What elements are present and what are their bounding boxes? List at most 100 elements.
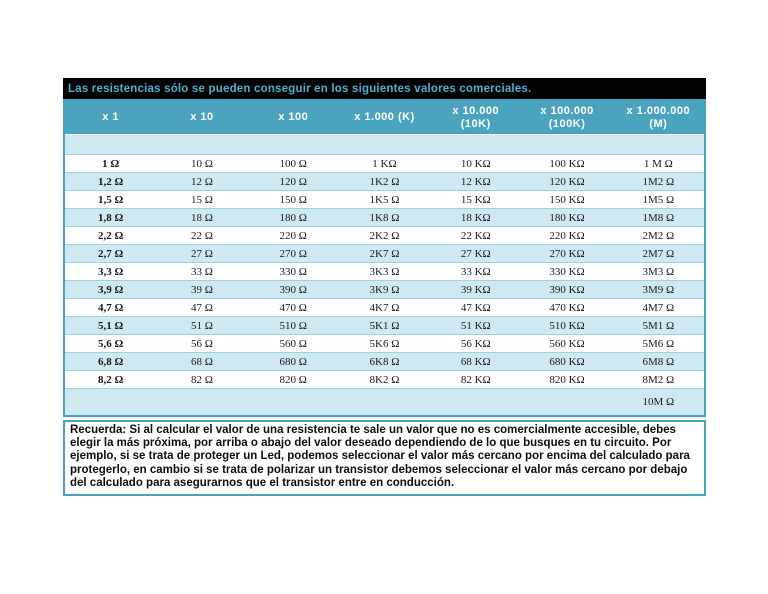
table-cell: 510 Ω: [247, 316, 339, 335]
table-row: 3,9 Ω 39 Ω 390 Ω 3K9 Ω 39 KΩ 390 KΩ 3M9 Ω: [65, 280, 704, 299]
table-cell: 120 KΩ: [521, 172, 613, 191]
table-cell: [521, 134, 613, 155]
table-cell: 6M8 Ω: [612, 352, 704, 371]
overflow-row: 10M Ω: [65, 388, 704, 415]
table-cell: 390 Ω: [247, 280, 339, 299]
table-cell: 270 Ω: [247, 244, 339, 263]
table-cell: 8M2 Ω: [612, 370, 704, 389]
table-cell: 510 KΩ: [521, 316, 613, 335]
table-cell: 150 KΩ: [521, 190, 613, 209]
table-cell: 560 KΩ: [521, 334, 613, 353]
table-cell: 39 KΩ: [430, 280, 522, 299]
table-cell: [430, 134, 522, 155]
resistor-values-table: x 1 x 10 x 100 x 1.000 (K) x 10.000 (10K…: [65, 101, 704, 415]
table-row: 5,1 Ω 51 Ω 510 Ω 5K1 Ω 51 KΩ 510 KΩ 5M1 Ω: [65, 316, 704, 335]
table-header: x 1 x 10 x 100 x 1.000 (K) x 10.000 (10K…: [65, 101, 704, 135]
table-cell: 4M7 Ω: [612, 298, 704, 317]
table-cell: 56 KΩ: [430, 334, 522, 353]
table-row: 6,8 Ω 68 Ω 680 Ω 6K8 Ω 68 KΩ 680 KΩ 6M8 Ω: [65, 352, 704, 371]
table-cell: [430, 388, 522, 415]
table-cell: 39 Ω: [156, 280, 248, 299]
column-header-x1000: x 1.000 (K): [338, 101, 431, 135]
table-cell: 4,7 Ω: [65, 298, 157, 317]
table-row: 2,2 Ω 22 Ω 220 Ω 2K2 Ω 22 KΩ 220 KΩ 2M2 Ω: [65, 226, 704, 245]
column-header-x10: x 10: [156, 101, 248, 135]
table-row: 1,5 Ω 15 Ω 150 Ω 1K5 Ω 15 KΩ 150 KΩ 1M5 Ω: [65, 190, 704, 209]
table-cell: [156, 388, 248, 415]
table-title-bar: Las resistencias sólo se pueden consegui…: [63, 78, 706, 99]
table-cell: 2K7 Ω: [338, 244, 431, 263]
table-row: 3,3 Ω 33 Ω 330 Ω 3K3 Ω 33 KΩ 330 KΩ 3M3 Ω: [65, 262, 704, 281]
table-row: 2,7 Ω 27 Ω 270 Ω 2K7 Ω 27 KΩ 270 KΩ 2M7 Ω: [65, 244, 704, 263]
table-cell: 1K2 Ω: [338, 172, 431, 191]
header-row: x 1 x 10 x 100 x 1.000 (K) x 10.000 (10K…: [65, 101, 704, 135]
table-cell: 1M2 Ω: [612, 172, 704, 191]
table-cell: 68 KΩ: [430, 352, 522, 371]
table-cell: 10M Ω: [612, 388, 704, 415]
table-cell: 3K9 Ω: [338, 280, 431, 299]
table-row: 4,7 Ω 47 Ω 470 Ω 4K7 Ω 47 KΩ 470 KΩ 4M7 Ω: [65, 298, 704, 317]
table-cell: 2,7 Ω: [65, 244, 157, 263]
table-cell: 1M5 Ω: [612, 190, 704, 209]
table-cell: 270 KΩ: [521, 244, 613, 263]
table-cell: 680 Ω: [247, 352, 339, 371]
table-cell: 150 Ω: [247, 190, 339, 209]
table-cell: 820 KΩ: [521, 370, 613, 389]
column-header-x100: x 100: [247, 101, 339, 135]
table-cell: 3,9 Ω: [65, 280, 157, 299]
table-cell: 2M7 Ω: [612, 244, 704, 263]
table-cell: 15 KΩ: [430, 190, 522, 209]
table-row: 8,2 Ω 82 Ω 820 Ω 8K2 Ω 82 KΩ 820 KΩ 8M2 Ω: [65, 370, 704, 389]
table-cell: 390 KΩ: [521, 280, 613, 299]
column-header-x1000000: x 1.000.000 (M): [612, 101, 704, 135]
table-cell: 330 KΩ: [521, 262, 613, 281]
table-cell: 15 Ω: [156, 190, 248, 209]
table-cell: 470 KΩ: [521, 298, 613, 317]
column-header-x10000: x 10.000 (10K): [430, 101, 522, 135]
note-box: Recuerda: Si al calcular el valor de una…: [63, 420, 706, 497]
table-cell: 4K7 Ω: [338, 298, 431, 317]
note-text: Recuerda: Si al calcular el valor de una…: [70, 424, 690, 489]
table-cell: 2K2 Ω: [338, 226, 431, 245]
table-cell: 1K8 Ω: [338, 208, 431, 227]
table-cell: 10 Ω: [156, 154, 248, 173]
table-cell: 1,8 Ω: [65, 208, 157, 227]
table-cell: 8,2 Ω: [65, 370, 157, 389]
table-cell: 180 Ω: [247, 208, 339, 227]
table-cell: 22 Ω: [156, 226, 248, 245]
table-cell: 3,3 Ω: [65, 262, 157, 281]
table-cell: 560 Ω: [247, 334, 339, 353]
table-cell: 56 Ω: [156, 334, 248, 353]
table-cell: 5M1 Ω: [612, 316, 704, 335]
column-header-x1: x 1: [65, 101, 157, 135]
table-row: 5,6 Ω 56 Ω 560 Ω 5K6 Ω 56 KΩ 560 KΩ 5M6 Ω: [65, 334, 704, 353]
table-frame: x 1 x 10 x 100 x 1.000 (K) x 10.000 (10K…: [63, 99, 706, 417]
table-cell: 680 KΩ: [521, 352, 613, 371]
table-cell: 1M8 Ω: [612, 208, 704, 227]
table-cell: 180 KΩ: [521, 208, 613, 227]
column-header-x100000: x 100.000 (100K): [521, 101, 613, 135]
table-cell: 820 Ω: [247, 370, 339, 389]
table-cell: 5K1 Ω: [338, 316, 431, 335]
table-cell: 470 Ω: [247, 298, 339, 317]
table-cell: 5,6 Ω: [65, 334, 157, 353]
table-cell: 27 Ω: [156, 244, 248, 263]
table-cell: 6K8 Ω: [338, 352, 431, 371]
table-cell: 10 KΩ: [430, 154, 522, 173]
table-cell: 51 KΩ: [430, 316, 522, 335]
resistor-values-document: Las resistencias sólo se pueden consegui…: [63, 78, 706, 497]
table-cell: 33 KΩ: [430, 262, 522, 281]
table-cell: 5K6 Ω: [338, 334, 431, 353]
table-cell: [247, 388, 339, 415]
table-cell: 68 Ω: [156, 352, 248, 371]
table-cell: [612, 134, 704, 155]
table-cell: 3K3 Ω: [338, 262, 431, 281]
table-cell: 47 Ω: [156, 298, 248, 317]
table-cell: 12 Ω: [156, 172, 248, 191]
table-cell: 2M2 Ω: [612, 226, 704, 245]
spacer-row: [65, 134, 704, 155]
table-cell: 2,2 Ω: [65, 226, 157, 245]
table-cell: 3M9 Ω: [612, 280, 704, 299]
